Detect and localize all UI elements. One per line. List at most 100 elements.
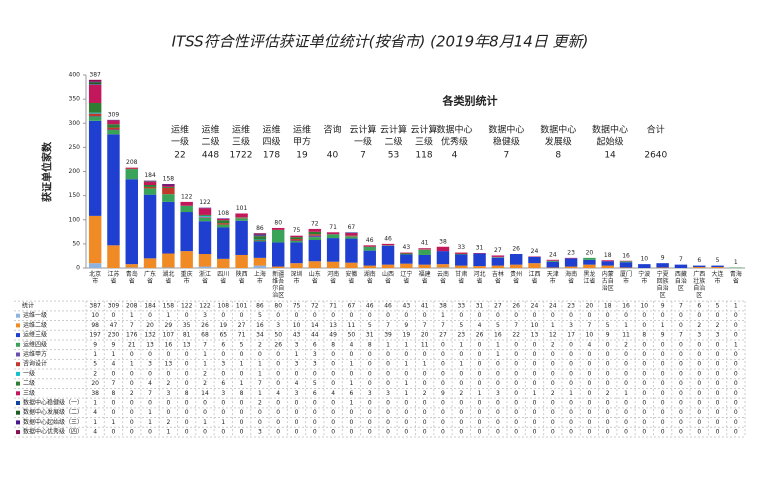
table-cell: 0 bbox=[185, 400, 189, 407]
table-cell: 0 bbox=[734, 429, 738, 436]
table-cell: 1 bbox=[166, 429, 170, 436]
table-cell: 0 bbox=[496, 400, 500, 407]
bar-segment bbox=[326, 232, 340, 235]
table-cell: 1 bbox=[203, 419, 207, 426]
table-cell: 4 bbox=[148, 380, 152, 387]
bar-segment bbox=[564, 266, 578, 268]
summary-value: 53 bbox=[388, 151, 399, 161]
table-cell: 0 bbox=[386, 370, 390, 377]
table-cell: 0 bbox=[368, 429, 372, 436]
table-cell: 1 bbox=[734, 341, 738, 348]
table-cell: 38 bbox=[91, 390, 99, 397]
table-cell: 1 bbox=[624, 322, 628, 329]
table-cell: 23 bbox=[457, 332, 465, 339]
table-cell: 0 bbox=[606, 351, 610, 358]
x-tick-label: 内蒙古自治区 bbox=[602, 270, 614, 292]
table-cell: 0 bbox=[423, 351, 427, 358]
table-cell: 0 bbox=[240, 419, 244, 426]
table-cell: 2 bbox=[258, 400, 262, 407]
table-cell: 0 bbox=[276, 380, 280, 387]
table-cell: 0 bbox=[221, 409, 225, 416]
bar-segment bbox=[217, 258, 230, 268]
table-cell: 0 bbox=[331, 419, 335, 426]
table-cell: 7 bbox=[423, 322, 427, 329]
table-cell: 19 bbox=[403, 332, 411, 339]
legend-label: 数据中心起始级（三） bbox=[23, 418, 83, 426]
table-cell: 4 bbox=[350, 341, 354, 348]
table-cell: 0 bbox=[642, 361, 646, 368]
bar-segment bbox=[509, 254, 523, 265]
total-label: 26 bbox=[512, 246, 520, 253]
bar-segment bbox=[711, 267, 724, 268]
table-cell: 0 bbox=[624, 361, 628, 368]
table-cell: 0 bbox=[203, 409, 207, 416]
table-cell: 0 bbox=[716, 409, 720, 416]
table-cell: 0 bbox=[679, 370, 683, 377]
table-cell: 0 bbox=[533, 400, 537, 407]
bar-segment bbox=[455, 265, 468, 268]
bar-segment bbox=[308, 235, 322, 238]
legend-swatch bbox=[16, 410, 20, 415]
table-cell: 0 bbox=[404, 312, 408, 319]
total-label: 75 bbox=[293, 227, 301, 234]
table-cell: 1 bbox=[478, 390, 482, 397]
table-cell: 0 bbox=[697, 341, 701, 348]
total-label: 387 bbox=[89, 71, 101, 78]
x-tick-label: 浙江省 bbox=[199, 270, 211, 285]
total-label: 23 bbox=[567, 249, 575, 256]
legend-label: 一级 bbox=[23, 369, 35, 377]
table-cell: 0 bbox=[716, 312, 720, 319]
table-cell: 0 bbox=[185, 370, 189, 377]
legend-label: 咨询设计 bbox=[23, 360, 47, 368]
bar-segment bbox=[235, 213, 248, 218]
bar-segment bbox=[271, 227, 285, 230]
table-cell: 0 bbox=[368, 400, 372, 407]
table-cell: 0 bbox=[423, 400, 427, 407]
table-cell: 0 bbox=[130, 351, 134, 358]
summary-label: 三级 bbox=[415, 136, 433, 148]
table-cell: 16 bbox=[494, 332, 502, 339]
table-cell: 72 bbox=[311, 303, 319, 310]
table-cell: 1 bbox=[551, 322, 555, 329]
table-cell: 0 bbox=[569, 312, 573, 319]
summary-value: 7 bbox=[503, 151, 509, 161]
y-tick-label: 0 bbox=[76, 265, 80, 272]
table-cell: 0 bbox=[679, 312, 683, 319]
table-cell: 0 bbox=[587, 400, 591, 407]
legend-label: 运维三级 bbox=[23, 331, 47, 339]
bar-segment bbox=[162, 186, 175, 188]
table-cell: 0 bbox=[661, 380, 665, 387]
x-tick-label: 辽宁省 bbox=[400, 270, 412, 285]
legend-label: 运维二级 bbox=[23, 321, 47, 329]
summary-value: 7 bbox=[360, 151, 366, 161]
bar-segment bbox=[619, 262, 633, 268]
bar-segment bbox=[107, 130, 120, 135]
table-cell: 7 bbox=[514, 322, 518, 329]
table-cell: 65 bbox=[219, 332, 227, 339]
bar-segment bbox=[601, 261, 614, 266]
table-cell: 0 bbox=[185, 361, 189, 368]
table-cell: 0 bbox=[478, 370, 482, 377]
bar-segment bbox=[308, 234, 322, 236]
table-cell: 75 bbox=[293, 303, 301, 310]
bar-segment bbox=[418, 264, 431, 268]
x-tick-label: 西藏自治区 bbox=[675, 270, 687, 292]
table-cell: 1 bbox=[350, 361, 354, 368]
table-cell: 26 bbox=[512, 303, 520, 310]
table-cell: 1 bbox=[734, 303, 738, 310]
table-cell: 0 bbox=[661, 361, 665, 368]
x-tick-label: 江苏省 bbox=[107, 270, 119, 285]
bar-segment bbox=[198, 221, 212, 255]
table-cell: 0 bbox=[313, 409, 317, 416]
table-cell: 0 bbox=[331, 429, 335, 436]
x-tick-label: 宁夏回族自治区 bbox=[657, 270, 669, 299]
table-cell: 3 bbox=[221, 361, 225, 368]
table-cell: 0 bbox=[697, 390, 701, 397]
bar-segment bbox=[381, 243, 395, 246]
table-cell: 0 bbox=[478, 400, 482, 407]
total-label: 184 bbox=[144, 172, 156, 179]
table-cell: 13 bbox=[183, 341, 191, 348]
table-cell: 0 bbox=[551, 400, 555, 407]
table-cell: 47 bbox=[110, 322, 118, 329]
table-cell: 122 bbox=[199, 303, 211, 310]
